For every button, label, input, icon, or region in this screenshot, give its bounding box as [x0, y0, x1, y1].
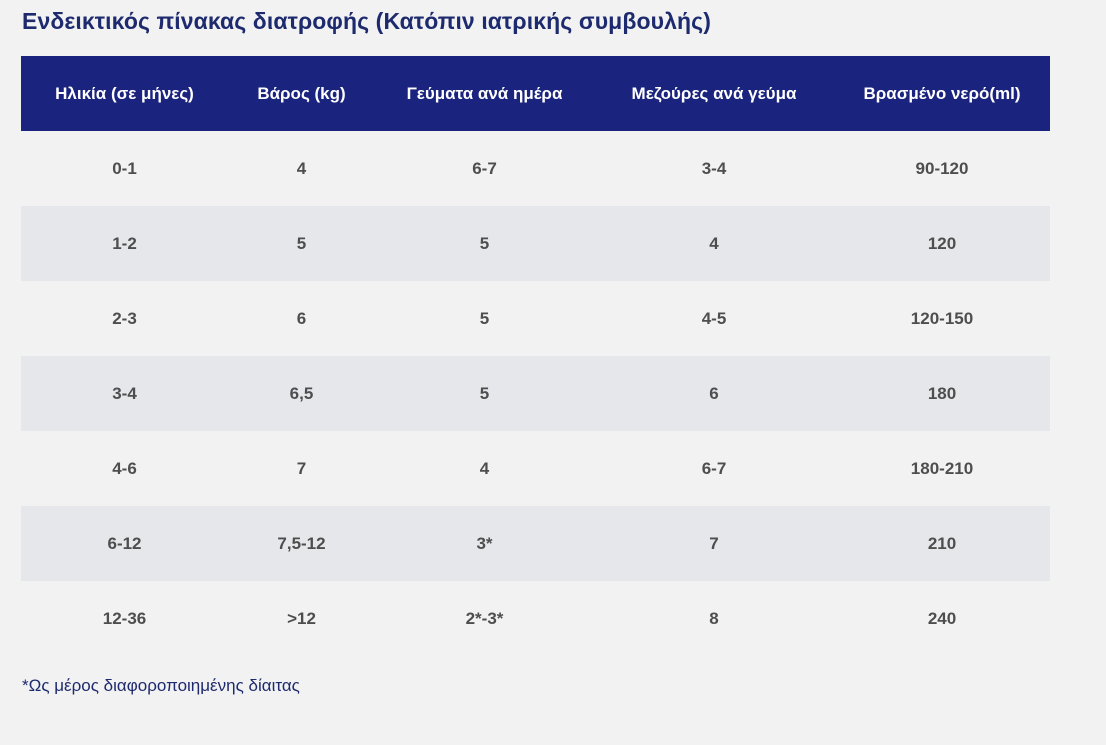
header-meals-per-day: Γεύματα ανά ημέρα	[375, 56, 594, 131]
header-boiled-water: Βρασμένο νερό(ml)	[834, 56, 1050, 131]
header-weight: Βάρος (kg)	[228, 56, 375, 131]
cell-meals: 5	[375, 356, 594, 431]
feeding-table: Ηλικία (σε μήνες) Βάρος (kg) Γεύματα ανά…	[21, 56, 1050, 656]
cell-weight: 7,5-12	[228, 506, 375, 581]
header-row: Ηλικία (σε μήνες) Βάρος (kg) Γεύματα ανά…	[21, 56, 1050, 131]
cell-weight: >12	[228, 581, 375, 656]
cell-weight: 6,5	[228, 356, 375, 431]
cell-meals: 3*	[375, 506, 594, 581]
table-row: 6-12 7,5-12 3* 7 210	[21, 506, 1050, 581]
cell-age: 6-12	[21, 506, 228, 581]
cell-scoops: 8	[594, 581, 834, 656]
table-row: 2-3 6 5 4-5 120-150	[21, 281, 1050, 356]
cell-meals: 5	[375, 281, 594, 356]
header-age: Ηλικία (σε μήνες)	[21, 56, 228, 131]
cell-weight: 5	[228, 206, 375, 281]
cell-water: 180	[834, 356, 1050, 431]
table-row: 4-6 7 4 6-7 180-210	[21, 431, 1050, 506]
cell-scoops: 6	[594, 356, 834, 431]
cell-meals: 4	[375, 431, 594, 506]
cell-age: 12-36	[21, 581, 228, 656]
header-scoops-per-meal: Μεζούρες ανά γεύμα	[594, 56, 834, 131]
cell-age: 4-6	[21, 431, 228, 506]
cell-weight: 7	[228, 431, 375, 506]
cell-age: 1-2	[21, 206, 228, 281]
cell-meals: 6-7	[375, 131, 594, 206]
footnote: *Ως μέρος διαφοροποιημένης δίαιτας	[22, 676, 300, 695]
cell-age: 3-4	[21, 356, 228, 431]
cell-scoops: 4	[594, 206, 834, 281]
cell-scoops: 4-5	[594, 281, 834, 356]
page-title: Ενδεικτικός πίνακας διατροφής (Κατόπιν ι…	[22, 8, 711, 34]
table-row: 0-1 4 6-7 3-4 90-120	[21, 131, 1050, 206]
cell-water: 210	[834, 506, 1050, 581]
table-row: 1-2 5 5 4 120	[21, 206, 1050, 281]
cell-meals: 5	[375, 206, 594, 281]
cell-scoops: 3-4	[594, 131, 834, 206]
cell-scoops: 6-7	[594, 431, 834, 506]
table-row: 12-36 >12 2*-3* 8 240	[21, 581, 1050, 656]
cell-age: 0-1	[21, 131, 228, 206]
cell-age: 2-3	[21, 281, 228, 356]
cell-scoops: 7	[594, 506, 834, 581]
cell-water: 180-210	[834, 431, 1050, 506]
cell-water: 90-120	[834, 131, 1050, 206]
cell-water: 120	[834, 206, 1050, 281]
table-header: Ηλικία (σε μήνες) Βάρος (kg) Γεύματα ανά…	[21, 56, 1050, 131]
cell-weight: 4	[228, 131, 375, 206]
cell-meals: 2*-3*	[375, 581, 594, 656]
cell-water: 240	[834, 581, 1050, 656]
table-row: 3-4 6,5 5 6 180	[21, 356, 1050, 431]
cell-water: 120-150	[834, 281, 1050, 356]
cell-weight: 6	[228, 281, 375, 356]
table-body: 0-1 4 6-7 3-4 90-120 1-2 5 5 4 120 2-3 6…	[21, 131, 1050, 656]
